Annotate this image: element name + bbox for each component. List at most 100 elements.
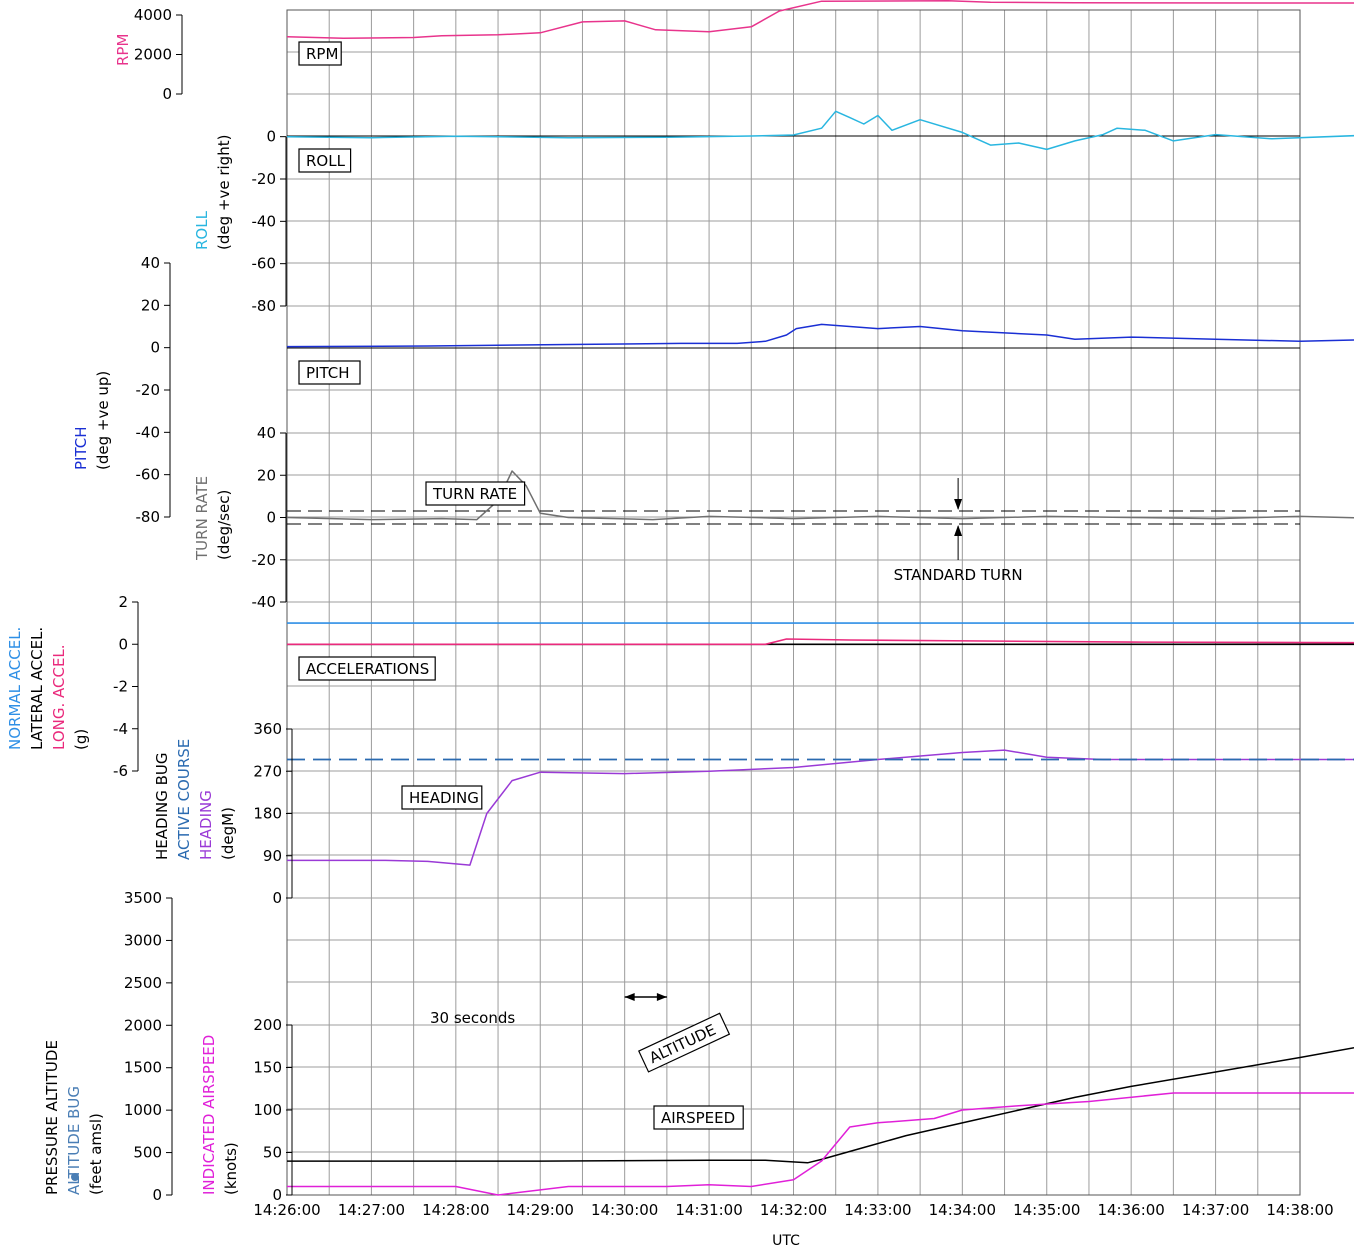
turn-rate-box-label: TURN RATE [425,481,526,506]
heading-tick-label: 0 [272,889,282,907]
turn-rate-axis-title: (deg/sec) [215,490,233,560]
x-tick-label: 14:31:00 [675,1201,742,1219]
altitude-box-label: ALTITUDE [638,1012,731,1073]
pitch-tick-label: -40 [136,423,161,441]
x-tick-label: 14:29:00 [507,1201,574,1219]
rpm-box-label-box [298,41,342,66]
airspeed-box-label-text: AIRSPEED [661,1109,735,1127]
turn-rate-axis-line-1: (deg/sec) [215,490,233,560]
scale-arrowhead-left [624,993,635,1001]
heading-axis-title: (degM) [219,807,237,860]
rpm-tick-label: 0 [162,85,172,103]
rpm-axis-line-0: RPM [114,34,132,66]
roll-tick-label: 0 [266,128,276,146]
accelerations-axis-line-0: NORMAL ACCEL. [6,627,24,750]
accelerations-axis-title: LATERAL ACCEL. [28,627,46,750]
x-tick-label: 14:37:00 [1182,1201,1249,1219]
turn-rate-axis-title: TURN RATE [193,476,211,561]
accelerations-axis-title: (g) [72,729,90,750]
pitch-series-line [286,323,1354,348]
roll-tick-label: -60 [252,255,277,273]
altitude-tick-label: 1500 [124,1059,162,1077]
altitude-tick-label: 1000 [124,1101,162,1119]
turn-rate-box-label-box [425,481,526,506]
acceleration-series-line [287,643,1354,646]
roll-axis-title: (deg +ve right) [215,135,233,250]
x-tick-label: 14:38:00 [1266,1201,1333,1219]
pitch-tick-label: 20 [141,296,160,314]
pitch-tick-label: -60 [136,466,161,484]
roll-axis-line-0: ROLL [193,210,211,250]
heading-axis-line-0: HEADING BUG [153,753,171,861]
x-tick-label: 14:33:00 [844,1201,911,1219]
pitch-tick-label: -80 [136,508,161,526]
heading-box-label-box [401,785,483,810]
scale-arrow-label: 30 seconds [430,1009,515,1027]
roll-box-label-box [298,148,352,173]
airspeed-box-label-box [653,1105,744,1130]
accelerations-axis-title: LONG. ACCEL. [50,644,68,750]
turn-rate-axis-line-0: TURN RATE [193,476,211,561]
roll-tick-label: -20 [252,170,277,188]
airspeed-box-label: AIRSPEED [653,1105,744,1130]
altitude-axis-title: PRESSURE ALTITUDE [43,1040,61,1195]
roll-box-label: ROLL [298,148,352,173]
heading-tick-label: 90 [263,847,282,865]
turn_rate-tick-label: -20 [252,551,277,569]
roll-tick-label: -40 [252,212,277,230]
standard-turn-label: STANDARD TURN [894,566,1023,584]
pitch-axis-title: PITCH [72,426,90,470]
accelerations-axis-line-1: LATERAL ACCEL. [28,627,46,750]
airspeed-axis-title: (knots) [222,1142,240,1195]
acceleration-series-line [287,638,1354,646]
standard-turn-arrowhead-bottom [954,525,963,536]
altitude-axis-line-1: ALTITUDE BUG [65,1086,83,1195]
rpm-tick-label: 4000 [134,6,172,24]
heading-axis-title: ACTIVE COURSE [175,739,193,860]
altitude-axis-line-2: (feet amsl) [87,1113,105,1195]
airspeed-tick-label: 100 [253,1101,282,1119]
altitude-tick-label: 3000 [124,931,162,949]
turn_rate-tick-label: 0 [266,509,276,527]
accelerations-axis-line-2: LONG. ACCEL. [50,644,68,750]
heading-tick-label: 270 [253,762,282,780]
altitude-axis-title: (feet amsl) [87,1113,105,1195]
plot-frame [286,9,1301,1196]
x-tick-label: 14:27:00 [338,1201,405,1219]
pitch-box-label-box [298,360,361,385]
heading-axis-title: HEADING BUG [153,753,171,861]
altitude-tick-label: 500 [133,1144,162,1162]
roll-box-label-text: ROLL [306,152,346,170]
accelerations-tick-label: 2 [118,593,128,611]
scale-arrowhead-right [656,993,667,1001]
airspeed-tick-label: 50 [263,1144,282,1162]
accelerations-tick-label: -4 [113,720,128,738]
turn_rate-tick-label: 20 [257,466,276,484]
turn-rate-series-line [286,470,1354,521]
pitch-axis-title: (deg +ve up) [94,371,112,470]
x-tick-label: 14:30:00 [591,1201,658,1219]
rpm-box-label-text: RPM [306,45,338,63]
heading-tick-label: 360 [253,720,282,738]
heading-axis-title: HEADING [197,790,215,860]
roll-tick-label: -80 [252,297,277,315]
altitude-box-label-box [638,1012,731,1073]
rpm-tick-label: 2000 [134,46,172,64]
x-tick-label: 14:26:00 [253,1201,320,1219]
accelerations-box-label-text: ACCELERATIONS [306,660,429,678]
pitch-box-label: PITCH [298,360,361,385]
rpm-series-line [286,0,1354,40]
airspeed-tick-label: 0 [272,1186,282,1204]
airspeed-axis-title: INDICATED AIRSPEED [200,1035,218,1195]
accelerations-tick-label: 0 [118,635,128,653]
accelerations-axis-line-3: (g) [72,729,90,750]
turn_rate-tick-label: 40 [257,424,276,442]
altitude-tick-label: 3500 [124,889,162,907]
x-tick-label: 14:28:00 [422,1201,489,1219]
x-tick-label: 14:32:00 [760,1201,827,1219]
roll-axis-title: ROLL [193,210,211,250]
pitch-box-label-text: PITCH [306,364,350,382]
heading-axis-line-3: (degM) [219,807,237,860]
